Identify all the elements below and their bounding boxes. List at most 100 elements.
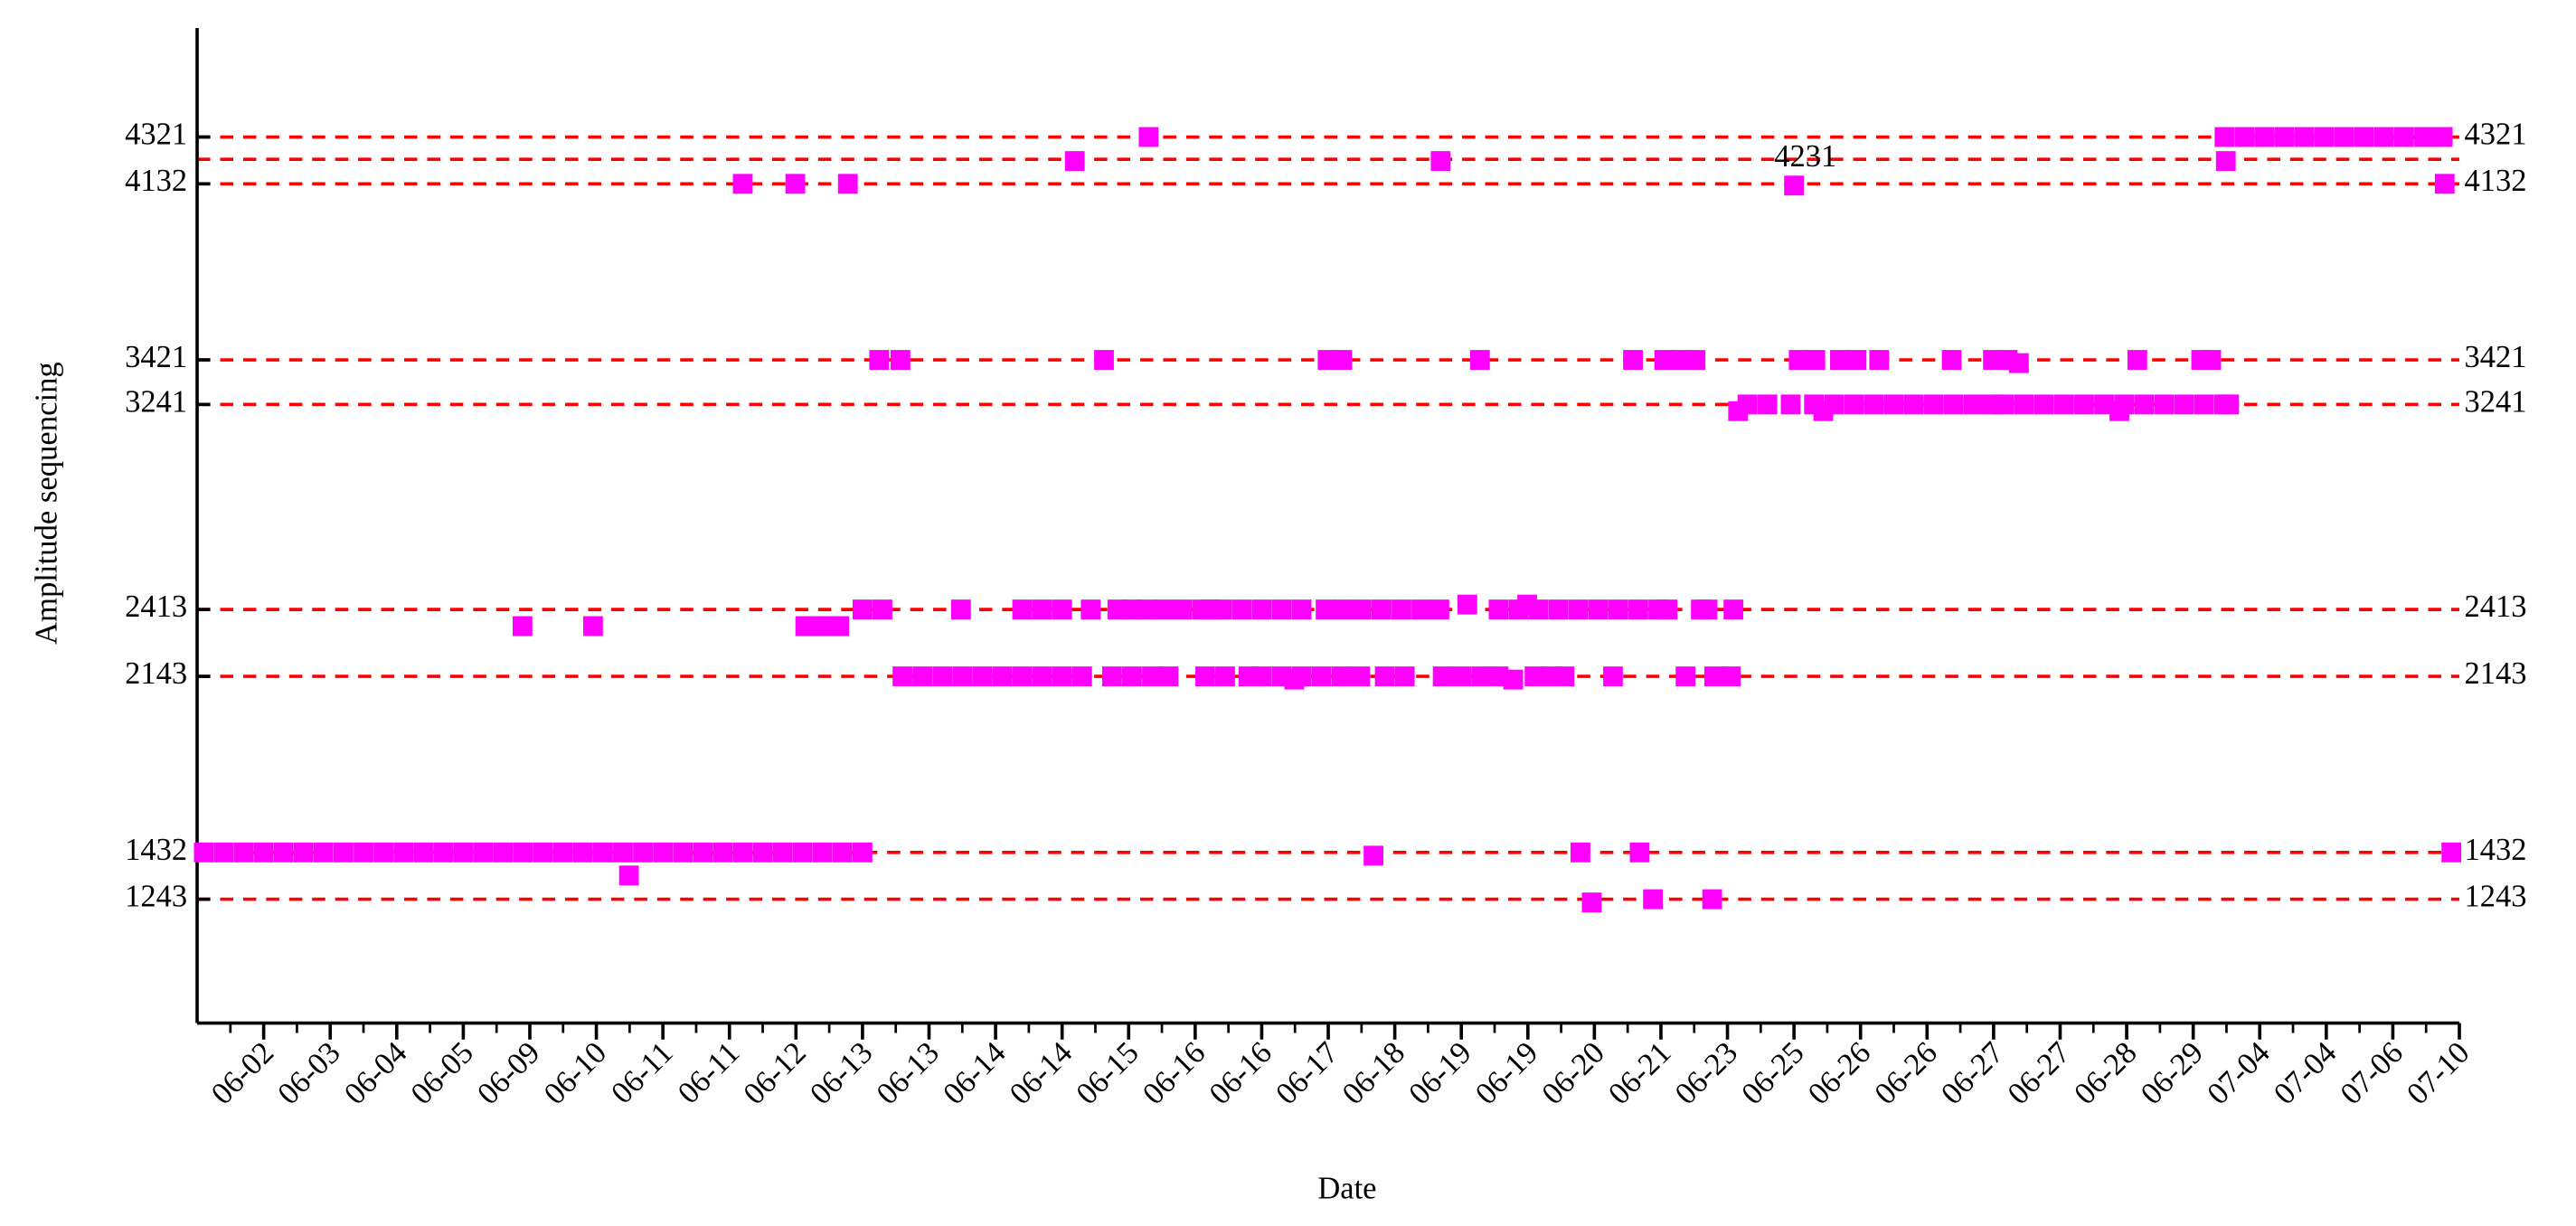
point — [513, 842, 533, 863]
point — [873, 599, 892, 620]
point — [1963, 394, 1984, 415]
point — [712, 842, 733, 863]
point — [413, 842, 434, 863]
y2-tick-label: 4321 — [2464, 117, 2526, 151]
point — [2074, 394, 2094, 415]
point — [1623, 350, 1643, 370]
point — [1334, 599, 1354, 620]
point — [1903, 394, 1924, 415]
x-tick-label: 07-06 — [2334, 1035, 2410, 1111]
point — [1138, 127, 1159, 147]
point — [1080, 599, 1101, 620]
point — [1351, 599, 1372, 620]
point — [2294, 127, 2315, 147]
point — [1032, 666, 1052, 687]
point — [2194, 394, 2214, 415]
point — [582, 616, 603, 637]
point — [453, 842, 474, 863]
point — [213, 842, 234, 863]
point — [2014, 394, 2034, 415]
y2-tick-label: 1243 — [2464, 879, 2526, 913]
point — [273, 842, 294, 863]
point — [1702, 889, 1722, 910]
point — [2373, 127, 2394, 147]
point — [2219, 394, 2240, 415]
x-tick-label: 06-20 — [1535, 1035, 1611, 1111]
point — [2215, 151, 2236, 172]
point — [1316, 599, 1335, 620]
point — [832, 842, 853, 863]
point — [2127, 350, 2147, 370]
point — [1757, 394, 1778, 415]
point — [1363, 845, 1383, 866]
point — [1844, 394, 1864, 415]
point — [1142, 666, 1162, 687]
point — [837, 174, 858, 194]
x-tick-label: 06-14 — [1003, 1035, 1079, 1111]
point — [1158, 666, 1179, 687]
point — [2214, 127, 2235, 147]
point — [2441, 842, 2462, 863]
point — [2109, 401, 2129, 421]
point — [1703, 666, 1724, 687]
x-tick-label: 06-16 — [1137, 1035, 1213, 1111]
point — [1271, 599, 1292, 620]
point — [1524, 666, 1545, 687]
point — [1846, 350, 1867, 370]
point — [393, 842, 414, 863]
point — [772, 842, 793, 863]
point — [1153, 599, 1174, 620]
point — [1554, 666, 1575, 687]
point — [1350, 666, 1371, 687]
y-tick-label: 1243 — [125, 879, 187, 913]
point — [2033, 394, 2054, 415]
point — [1517, 594, 1537, 615]
point — [1603, 666, 1623, 687]
point — [512, 616, 533, 637]
point — [1813, 401, 1834, 421]
x-tick-label: 06-25 — [1735, 1035, 1811, 1111]
point — [1571, 842, 1590, 863]
y-tick-label: 3241 — [125, 384, 187, 419]
point — [1172, 599, 1193, 620]
x-tick-label: 06-19 — [1402, 1035, 1478, 1111]
x-tick-label: 06-14 — [937, 1035, 1013, 1111]
point — [1430, 151, 1451, 172]
point — [1094, 350, 1114, 370]
point — [869, 350, 890, 370]
point — [752, 842, 773, 863]
x-tick-label: 06-03 — [271, 1035, 347, 1111]
point — [1608, 599, 1628, 620]
x-tick-label: 06-10 — [537, 1035, 613, 1111]
x-tick-label: 06-04 — [338, 1035, 414, 1111]
point — [193, 842, 214, 863]
point — [1588, 599, 1609, 620]
point — [732, 842, 753, 863]
point — [1251, 666, 1272, 687]
point — [2414, 127, 2434, 147]
point — [1374, 666, 1395, 687]
point — [853, 599, 873, 620]
point — [1488, 599, 1509, 620]
y-tick-label: 2413 — [125, 589, 187, 624]
point — [1332, 350, 1353, 370]
point — [2234, 127, 2255, 147]
y2-tick-label: 1432 — [2464, 833, 2526, 867]
point — [653, 842, 674, 863]
point — [992, 666, 1013, 687]
point — [1137, 599, 1157, 620]
x-tick-label: 06-26 — [1801, 1035, 1877, 1111]
point — [1923, 394, 1944, 415]
point — [1331, 666, 1352, 687]
point — [2334, 127, 2354, 147]
point — [1723, 599, 1744, 620]
x-tick-label: 06-11 — [605, 1035, 680, 1110]
point — [829, 616, 850, 637]
point — [1291, 599, 1312, 620]
x-tick-label: 06-13 — [870, 1035, 946, 1111]
x-tick-label: 06-27 — [2001, 1035, 2077, 1111]
point — [493, 842, 514, 863]
x-tick-label: 06-21 — [1602, 1035, 1678, 1111]
point — [952, 666, 973, 687]
